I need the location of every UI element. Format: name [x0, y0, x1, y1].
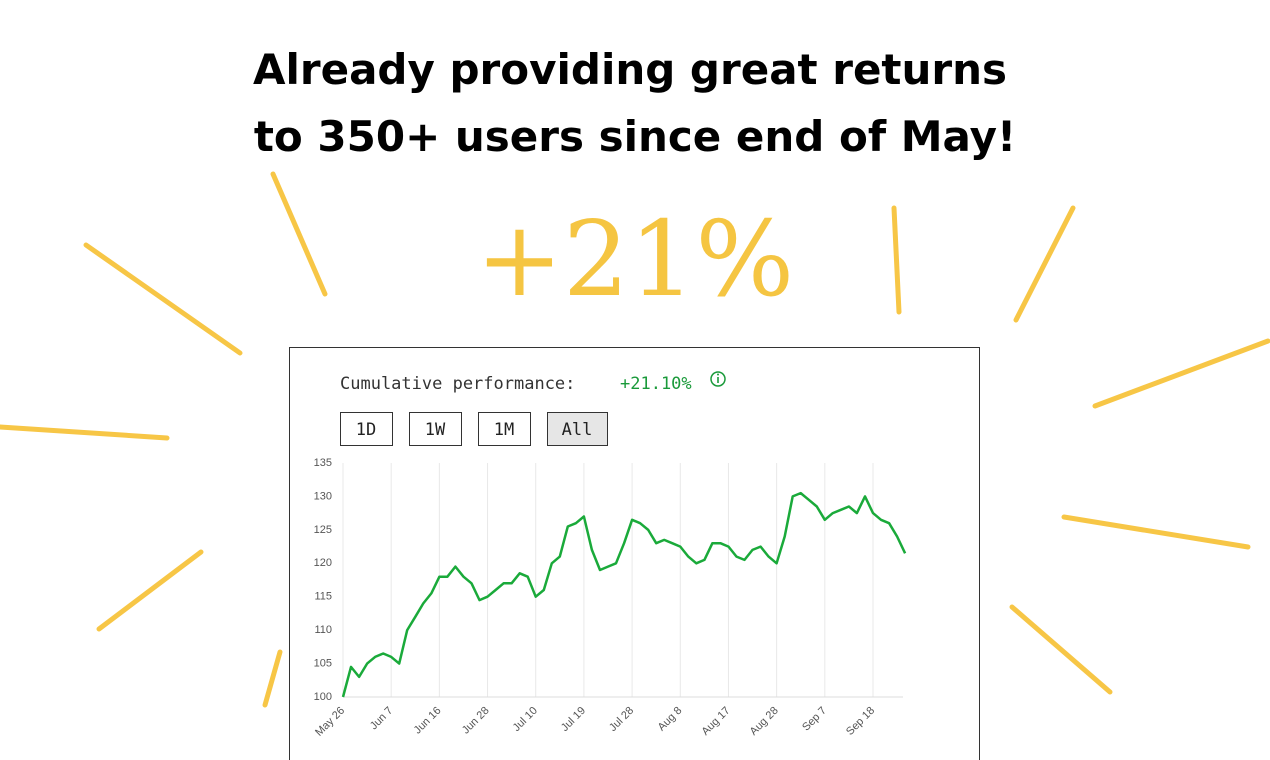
y-tick-label: 120	[314, 557, 332, 569]
y-tick-label: 100	[314, 691, 332, 703]
card-value: +21.10%	[620, 374, 692, 394]
y-tick-label: 110	[314, 624, 332, 636]
card-label: Cumulative performance:	[340, 374, 575, 394]
y-tick-label: 105	[314, 657, 332, 669]
highlight: +21%	[476, 198, 794, 320]
button-box	[547, 412, 608, 446]
range-button[interactable]: 1D	[340, 412, 393, 446]
button-label: 1M	[494, 420, 514, 440]
headline: Already providing great returns	[253, 45, 1007, 94]
button-box	[478, 412, 531, 446]
button-label: 1D	[356, 420, 376, 440]
range-button[interactable]: All	[547, 412, 608, 446]
y-tick-label: 130	[314, 490, 332, 502]
button-label: All	[562, 420, 593, 440]
headline: to 350+ users since end of May!	[254, 112, 1016, 161]
button-box	[340, 412, 393, 446]
button-box	[409, 412, 462, 446]
y-tick-label: 115	[314, 591, 332, 603]
rays	[0, 171, 1270, 708]
y-tick-label: 125	[314, 524, 332, 536]
range-button[interactable]: 1M	[478, 412, 531, 446]
range-button[interactable]: 1W	[409, 412, 462, 446]
info-icon[interactable]	[710, 371, 726, 387]
card	[289, 347, 980, 760]
performance-line	[341, 491, 907, 698]
y-tick-label: 135	[314, 457, 332, 469]
button-label: 1W	[425, 420, 446, 440]
